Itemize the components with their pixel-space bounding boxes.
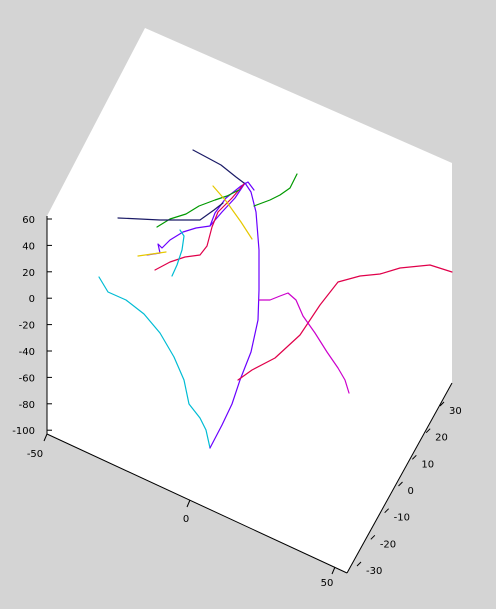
series-group bbox=[98, 149, 453, 449]
series-line-12 bbox=[171, 229, 185, 277]
series-line-7 bbox=[253, 173, 298, 207]
y-tick-mark bbox=[439, 401, 445, 407]
series-line-2 bbox=[209, 181, 255, 227]
z-tick-label: -100 bbox=[12, 426, 35, 437]
z-tick-label: -80 bbox=[19, 400, 35, 411]
y-tick-mark bbox=[411, 454, 417, 460]
x-axis-line bbox=[46, 433, 348, 574]
x-tick-mark bbox=[186, 499, 191, 508]
x-tick-mark bbox=[331, 566, 336, 575]
z-ticks: 60 40 20 0 -20 -40 -60 -80 -100 bbox=[12, 215, 52, 437]
plot-box bbox=[47, 28, 452, 573]
z-tick-label: -40 bbox=[19, 347, 35, 358]
y-tick-label: -20 bbox=[380, 539, 396, 550]
x-tick-label: 50 bbox=[321, 578, 334, 589]
x-ticks: -50 0 50 bbox=[27, 433, 336, 589]
z-tick-label: -60 bbox=[19, 373, 35, 384]
series-line-1 bbox=[146, 182, 260, 449]
series-line-6 bbox=[156, 189, 240, 228]
series-line-3 bbox=[237, 264, 453, 381]
x-tick-mark bbox=[43, 433, 48, 442]
series-line-0 bbox=[98, 276, 211, 449]
z-tick-label: 60 bbox=[22, 215, 35, 226]
z-tick-label: 0 bbox=[29, 294, 35, 305]
series-line-5 bbox=[258, 292, 350, 394]
y-axis-line bbox=[346, 382, 453, 574]
y-tick-label: 0 bbox=[408, 486, 414, 497]
series-line-11 bbox=[117, 202, 224, 221]
series-line-10 bbox=[192, 149, 245, 184]
x-tick-label: -50 bbox=[27, 449, 43, 460]
y-tick-mark bbox=[356, 561, 362, 567]
series-line-9 bbox=[137, 251, 167, 257]
y-tick-label: -10 bbox=[394, 513, 410, 524]
y-tick-mark bbox=[425, 428, 431, 434]
z-tick-label: -20 bbox=[19, 321, 35, 332]
y-tick-mark bbox=[370, 534, 376, 540]
y-tick-label: 30 bbox=[449, 406, 462, 417]
x-tick-label: 0 bbox=[183, 514, 189, 525]
y-tick-label: -30 bbox=[366, 566, 382, 577]
z-tick-label: 40 bbox=[22, 241, 35, 252]
y-ticks: 30 20 10 0 -10 -20 -30 bbox=[356, 401, 462, 577]
series-line-8 bbox=[212, 185, 253, 240]
y-tick-label: 20 bbox=[435, 433, 448, 444]
y-tick-mark bbox=[384, 508, 390, 514]
y-tick-label: 10 bbox=[421, 459, 434, 470]
y-tick-mark bbox=[398, 481, 403, 487]
z-tick-label: 20 bbox=[22, 268, 35, 279]
